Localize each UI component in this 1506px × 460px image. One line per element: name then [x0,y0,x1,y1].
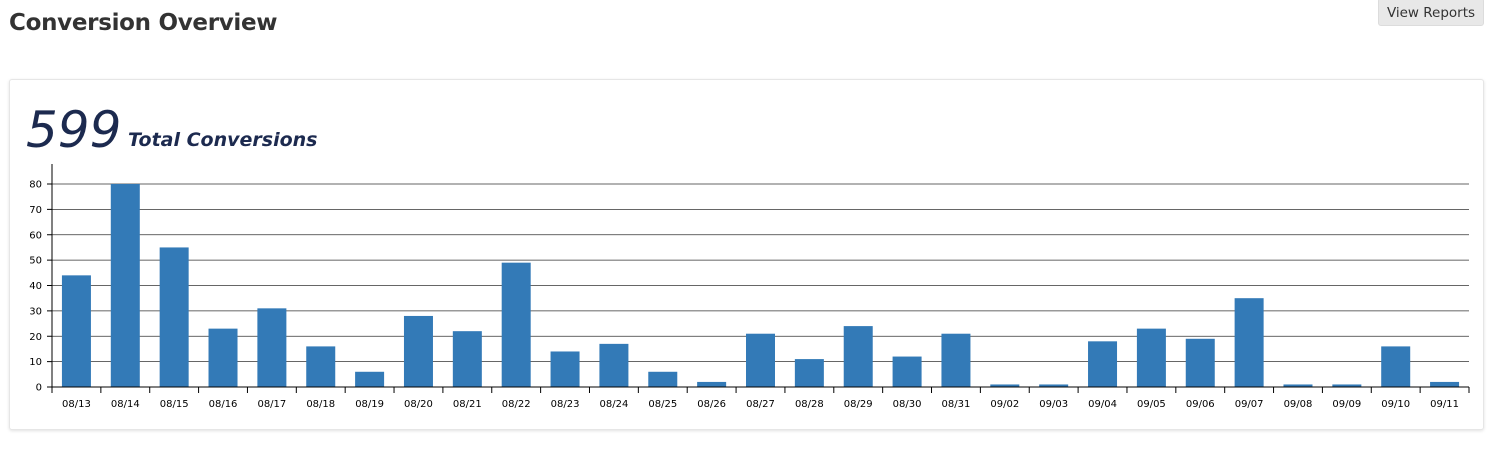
x-tick-label: 09/07 [1235,399,1264,410]
bar [794,359,824,387]
y-tick-label: 0 [36,383,42,394]
x-tick-label: 08/28 [795,399,824,410]
bar [159,247,189,387]
bar [697,381,727,387]
x-tick-label: 09/04 [1088,399,1117,410]
bar [1381,346,1411,387]
x-tick-label: 08/24 [599,399,628,410]
bar [648,371,678,387]
y-tick-label: 20 [29,332,42,343]
bar [843,326,873,387]
total-conversions-value: 599 [26,101,122,159]
x-tick-label: 08/31 [942,399,971,410]
bar [452,331,482,387]
x-tick-label: 08/16 [209,399,238,410]
x-tick-label: 08/21 [453,399,482,410]
x-tick-label: 09/03 [1039,399,1068,410]
bar [403,315,433,387]
x-tick-label: 08/17 [257,399,286,410]
y-tick-label: 10 [29,357,42,368]
y-tick-label: 50 [29,256,42,267]
x-tick-label: 08/29 [844,399,873,410]
x-tick-label: 08/26 [697,399,726,410]
view-reports-button[interactable]: View Reports [1378,0,1484,26]
x-tick-label: 09/08 [1284,399,1313,410]
bar [257,308,287,387]
x-tick-label: 08/20 [404,399,433,410]
y-tick-label: 60 [29,230,42,241]
bar [1332,384,1362,387]
bar [941,333,971,387]
bar [61,275,91,387]
x-tick-label: 09/09 [1332,399,1361,410]
x-tick-label: 08/22 [502,399,531,410]
total-conversions-label: Total Conversions [128,129,318,151]
tick-labels: 0 10 20 30 40 50 60 70 80 08/13 08/14 08/15 08/16 08/… [29,180,1459,411]
x-tick-label: 08/23 [551,399,580,410]
bar [1234,298,1264,387]
x-tick-label: 08/18 [306,399,335,410]
bar [1136,328,1166,387]
bar [355,371,385,387]
bar [599,343,629,387]
x-tick-label: 08/14 [111,399,140,410]
x-tick-label: 09/05 [1137,399,1166,410]
x-tick-label: 08/15 [160,399,189,410]
bar [110,184,140,387]
y-tick-label: 80 [29,180,42,191]
axes [47,164,1470,393]
x-tick-label: 08/13 [62,399,91,410]
x-tick-label: 09/10 [1381,399,1410,410]
bar [306,346,336,387]
bar [892,356,922,387]
bars [61,184,1460,387]
y-tick-label: 70 [29,205,42,216]
y-tick-label: 40 [29,281,42,292]
bar [990,384,1020,387]
y-tick-label: 30 [29,306,42,317]
bar [501,262,531,387]
x-tick-label: 08/27 [746,399,775,410]
x-tick-label: 08/30 [893,399,922,410]
x-tick-label: 08/25 [648,399,677,410]
x-tick-label: 09/11 [1430,399,1459,410]
bar [1039,384,1069,387]
page-title: Conversion Overview [9,10,278,36]
x-tick-label: 09/02 [990,399,1019,410]
bar [1185,338,1215,387]
bar [746,333,775,387]
bar [208,328,238,387]
bar [1283,384,1313,387]
x-tick-label: 08/19 [355,399,384,410]
x-tick-label: 09/06 [1186,399,1215,410]
bar [1088,341,1118,387]
bar [550,351,580,387]
bar [1430,381,1460,387]
